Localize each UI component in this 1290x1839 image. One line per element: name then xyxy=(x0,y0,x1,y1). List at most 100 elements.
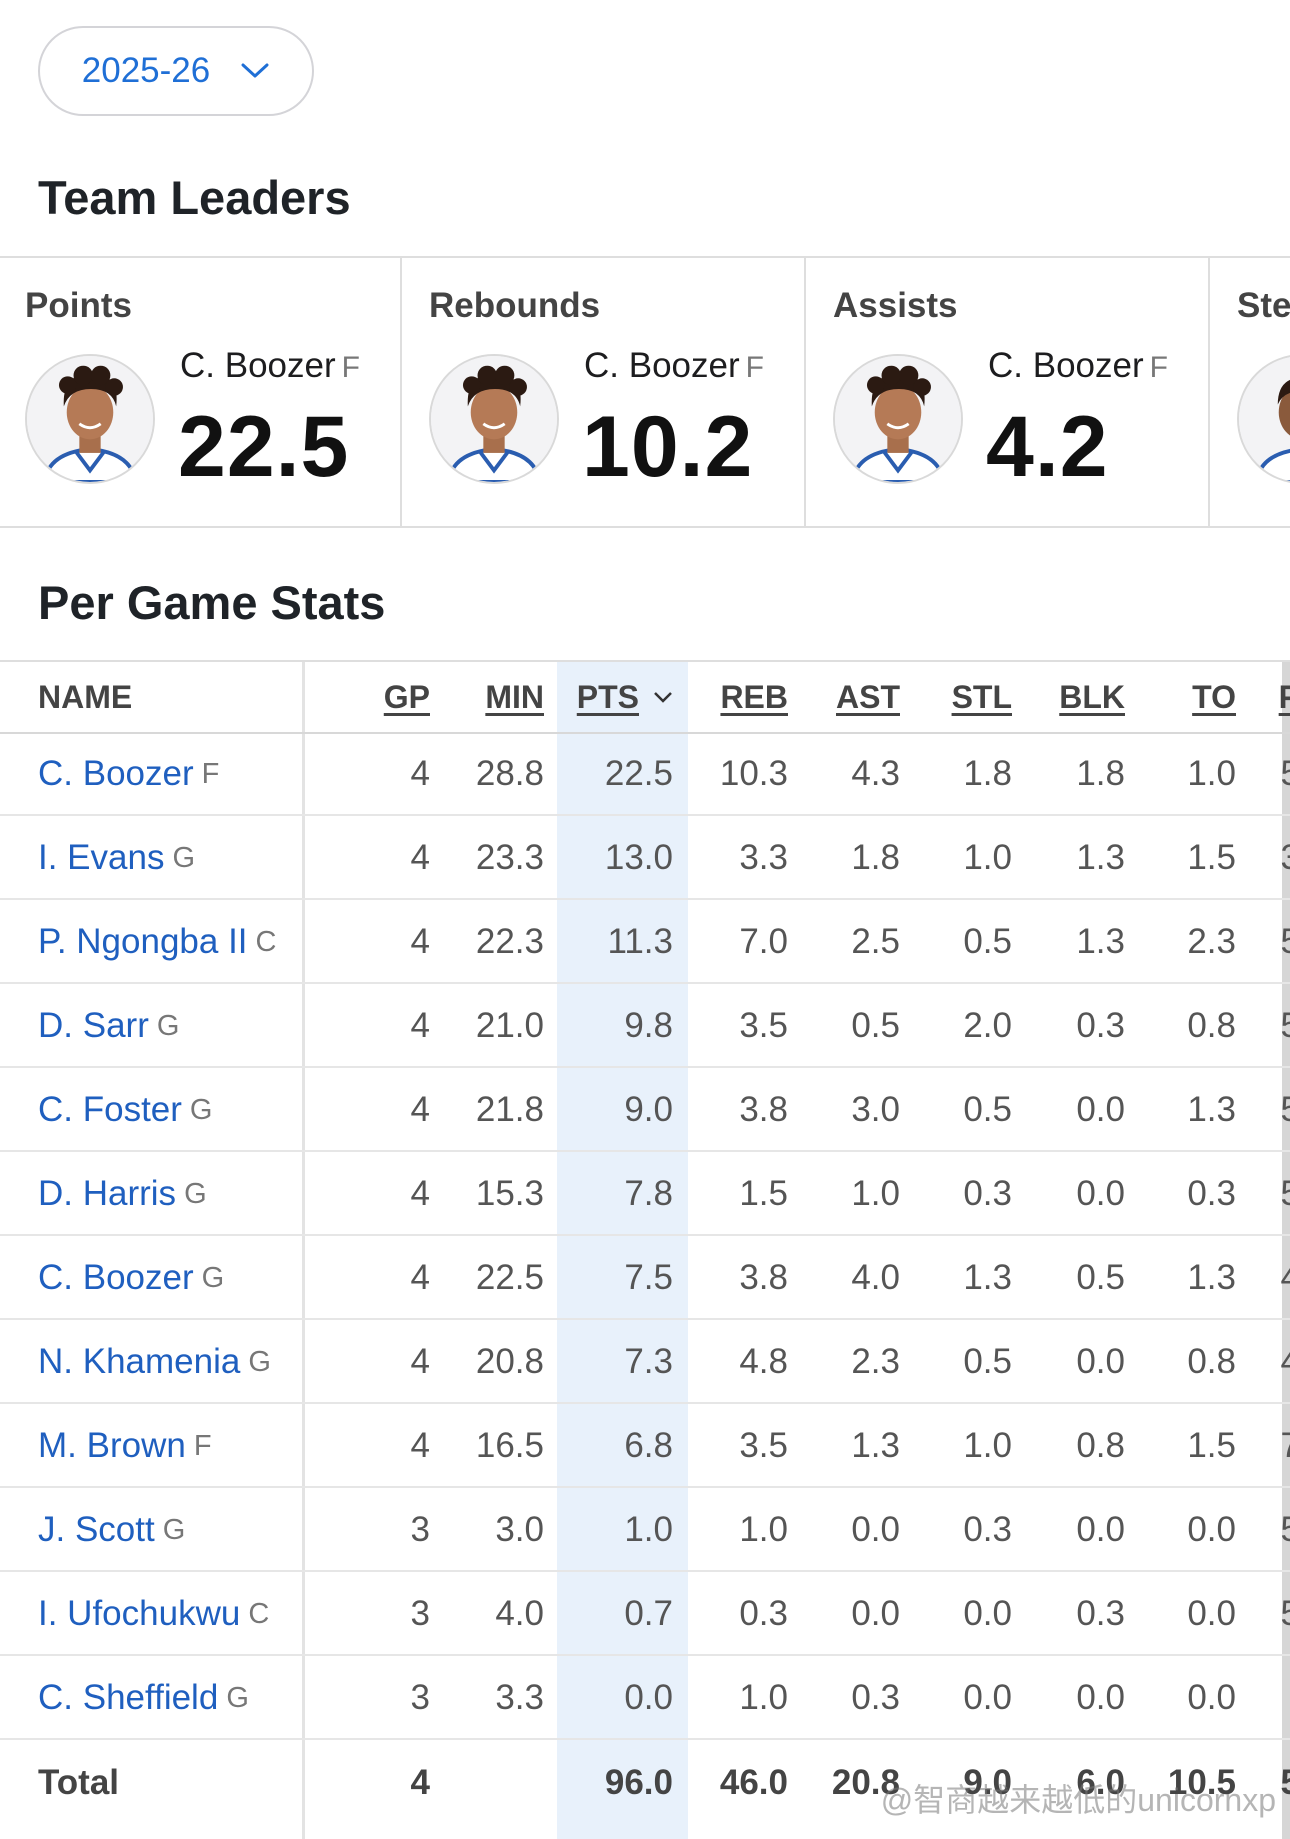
player-link[interactable]: D. Sarr xyxy=(38,1006,149,1045)
stat-p: 3 xyxy=(1180,818,1290,898)
stat-p: 4 xyxy=(1180,1322,1290,1402)
stat-to: 0.0 xyxy=(1187,1594,1236,1633)
sort-descending-icon xyxy=(654,692,672,703)
player-position: G xyxy=(226,1681,249,1714)
stat-min: 21.0 xyxy=(475,1006,544,1045)
stat-min: 15.3 xyxy=(475,1174,544,1213)
stat-stl: 1.0 xyxy=(963,1426,1012,1465)
leader-card-rebounds[interactable]: Rebounds C. Boozer F 10.2 xyxy=(404,258,806,526)
player-link[interactable]: M. Brown xyxy=(38,1426,186,1465)
player-name-cell: N. Khamenia G xyxy=(38,1322,271,1402)
stat-to: 1.3 xyxy=(1187,1090,1236,1129)
stat-gp: 4 xyxy=(410,838,430,877)
player-link[interactable]: I. Ufochukwu xyxy=(38,1594,241,1633)
stat-to: 0.0 xyxy=(1187,1510,1236,1549)
stat-stl: 0.3 xyxy=(963,1510,1012,1549)
column-header-to[interactable]: TO xyxy=(1192,678,1236,715)
leader-category: Rebounds xyxy=(429,286,601,325)
column-header-p[interactable]: P xyxy=(1278,678,1290,715)
stat-p: 7 xyxy=(1180,1406,1290,1486)
team-leaders-carousel[interactable]: Points C. Boozer F 22.5 Rebounds xyxy=(0,256,1290,528)
player-name-cell: C. Foster G xyxy=(38,1070,212,1150)
stat-min: 23.3 xyxy=(475,838,544,877)
stat-reb: 7.0 xyxy=(739,922,788,961)
stat-reb: 1.5 xyxy=(739,1174,788,1213)
player-name-cell: M. Brown F xyxy=(38,1406,212,1486)
stat-gp: 4 xyxy=(410,1426,430,1465)
sorted-column-highlight xyxy=(557,660,688,1839)
player-name-cell: I. Ufochukwu C xyxy=(38,1574,269,1654)
leader-card-steals[interactable]: Ste xyxy=(1212,258,1290,526)
stat-pts: 9.8 xyxy=(624,1006,673,1045)
player-link[interactable]: C. Sheffield xyxy=(38,1678,219,1717)
season-select[interactable]: 2025-26 xyxy=(38,26,314,116)
stat-blk: 1.8 xyxy=(1076,754,1125,793)
column-header-ast[interactable]: AST xyxy=(836,678,900,715)
player-link[interactable]: P. Ngongba II xyxy=(38,922,248,961)
stat-gp: 4 xyxy=(410,1342,430,1381)
stat-stl: 1.8 xyxy=(963,754,1012,793)
leader-value: 22.5 xyxy=(178,399,350,495)
stat-gp: 3 xyxy=(410,1678,430,1717)
stat-to: 0.8 xyxy=(1187,1006,1236,1045)
stat-blk: 0.3 xyxy=(1076,1594,1125,1633)
leader-card-assists[interactable]: Assists C. Boozer F 4.2 xyxy=(808,258,1210,526)
player-name-cell: J. Scott G xyxy=(38,1490,185,1570)
stat-ast: 0.3 xyxy=(851,1678,900,1717)
player-link[interactable]: N. Khamenia xyxy=(38,1342,241,1381)
column-header-stl[interactable]: STL xyxy=(951,678,1012,715)
column-header-gp[interactable]: GP xyxy=(383,678,430,715)
stat-blk: 1.3 xyxy=(1076,922,1125,961)
chevron-down-icon xyxy=(241,63,269,78)
leader-player[interactable]: C. Boozer F xyxy=(180,346,360,385)
leader-card-points[interactable]: Points C. Boozer F 22.5 xyxy=(0,258,402,526)
leader-player[interactable]: C. Boozer F xyxy=(584,346,764,385)
stat-reb: 3.3 xyxy=(739,838,788,877)
column-header-reb[interactable]: REB xyxy=(720,678,788,715)
leader-category: Assists xyxy=(833,286,958,325)
stat-blk: 1.3 xyxy=(1076,838,1125,877)
stat-blk: 0.8 xyxy=(1076,1426,1125,1465)
player-link[interactable]: C. Boozer xyxy=(38,1258,194,1297)
total-p: 5 xyxy=(1180,1742,1290,1824)
player-avatar xyxy=(1237,354,1290,484)
leader-player[interactable]: C. Boozer F xyxy=(988,346,1168,385)
leader-value: 10.2 xyxy=(582,399,754,495)
column-header-blk[interactable]: BLK xyxy=(1059,678,1125,715)
player-name-cell: C. Boozer F xyxy=(38,734,219,814)
player-name-cell: D. Harris G xyxy=(38,1154,207,1234)
player-position: G xyxy=(156,1009,180,1042)
stat-gp: 3 xyxy=(410,1594,430,1633)
player-link[interactable]: C. Boozer xyxy=(38,754,194,793)
stat-ast: 0.0 xyxy=(851,1510,900,1549)
stat-pts: 7.3 xyxy=(624,1342,673,1381)
stat-to: 2.3 xyxy=(1187,922,1236,961)
stat-blk: 0.0 xyxy=(1076,1678,1125,1717)
total-pts: 96.0 xyxy=(604,1763,673,1802)
player-avatar xyxy=(833,354,963,484)
stat-pts: 22.5 xyxy=(604,754,673,793)
player-link[interactable]: C. Foster xyxy=(38,1090,182,1129)
stat-p: 5 xyxy=(1180,902,1290,982)
column-header-pts[interactable]: PTS xyxy=(473,662,673,732)
column-header-min[interactable]: MIN xyxy=(485,678,544,715)
stat-reb: 1.0 xyxy=(739,1678,788,1717)
stat-pts: 11.3 xyxy=(607,922,673,961)
stat-to: 1.5 xyxy=(1187,1426,1236,1465)
stat-p: 5 xyxy=(1180,1070,1290,1150)
stat-min: 3.3 xyxy=(495,1678,544,1717)
stat-ast: 4.3 xyxy=(851,754,900,793)
player-link[interactable]: J. Scott xyxy=(38,1510,155,1549)
stat-min: 21.8 xyxy=(475,1090,544,1129)
stat-stl: 0.5 xyxy=(963,922,1012,961)
stat-gp: 4 xyxy=(410,1090,430,1129)
player-name-cell: I. Evans G xyxy=(38,818,195,898)
stat-stl: 1.3 xyxy=(963,1258,1012,1297)
watermark: @智商越来越低的unicornxp xyxy=(880,1782,1276,1818)
player-link[interactable]: D. Harris xyxy=(38,1174,177,1213)
per-game-stats-title: Per Game Stats xyxy=(38,576,386,629)
stat-reb: 1.0 xyxy=(739,1510,788,1549)
player-link[interactable]: I. Evans xyxy=(38,838,165,877)
total-to: 10.5 xyxy=(1167,1763,1236,1802)
